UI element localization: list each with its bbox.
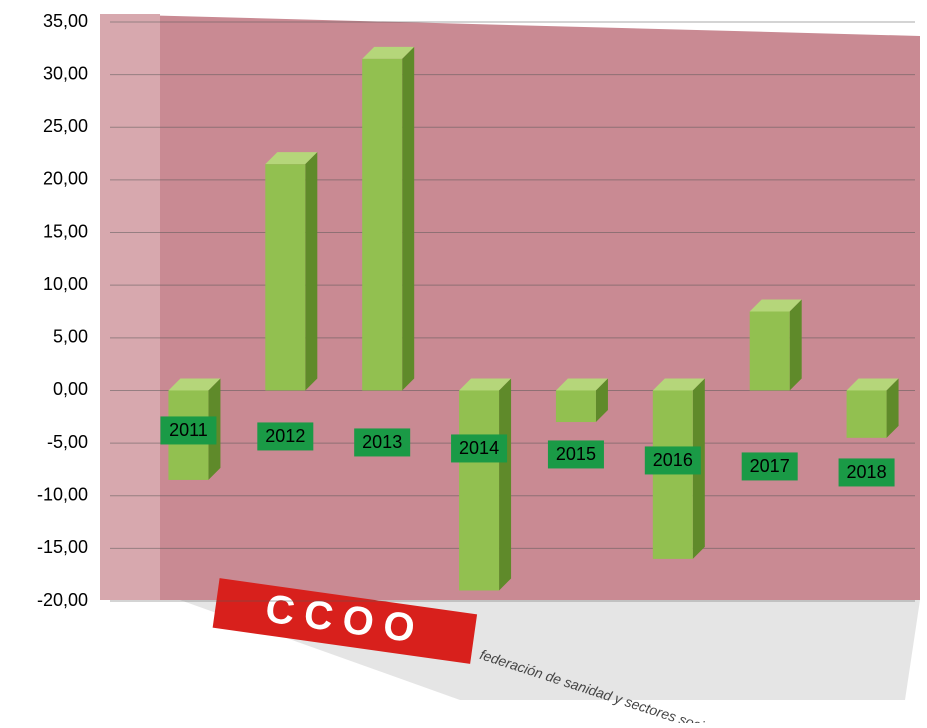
year-label-box <box>451 434 508 463</box>
x-tick-label: 2016 <box>653 450 693 470</box>
y-tick-label: 30,00 <box>43 63 88 83</box>
bar <box>555 378 608 423</box>
x-tick-label: 2012 <box>265 426 305 446</box>
bar-side <box>305 152 318 391</box>
bar <box>749 299 802 391</box>
logo-box <box>212 578 478 664</box>
side-wall <box>100 14 160 600</box>
bar-front <box>362 58 403 391</box>
x-tick-label: 2013 <box>362 432 402 452</box>
bar-side <box>499 378 512 591</box>
y-tick-label: 10,00 <box>43 274 88 294</box>
bar-front <box>265 164 306 391</box>
year-label-box <box>257 422 314 451</box>
year-label-box <box>838 458 895 487</box>
y-tick-label: -20,00 <box>37 590 88 610</box>
x-tick-label: 2018 <box>847 462 887 482</box>
bar <box>459 378 512 591</box>
y-tick-label: 5,00 <box>53 327 88 347</box>
x-tick-label: 2014 <box>459 438 499 458</box>
year-label-box <box>354 428 411 457</box>
bar-side <box>402 46 415 391</box>
year-label-box <box>547 440 604 469</box>
bar <box>265 152 318 391</box>
x-tick-label: 2011 <box>169 420 208 440</box>
bar-top <box>846 378 899 391</box>
bar-top <box>362 46 415 59</box>
y-tick-label: 25,00 <box>43 116 88 136</box>
x-tick-label: 2017 <box>750 456 790 476</box>
y-tick-label: -5,00 <box>47 432 88 452</box>
bar-front <box>652 390 693 559</box>
year-label-box <box>741 452 798 481</box>
bar-top <box>168 378 221 391</box>
bar-front <box>459 390 500 591</box>
y-tick-label: 15,00 <box>43 221 88 241</box>
bar-top <box>265 152 318 165</box>
bar-top <box>652 378 705 391</box>
bar-front <box>555 390 596 423</box>
bar-top <box>459 378 512 391</box>
bar-front <box>749 311 790 391</box>
bar-front <box>846 390 887 438</box>
bar-top <box>555 378 608 391</box>
bar-side <box>595 378 608 423</box>
y-tick-label: -15,00 <box>37 537 88 557</box>
year-label-box <box>644 446 701 475</box>
y-tick-label: -10,00 <box>37 484 88 504</box>
bar <box>362 46 415 391</box>
bar-top <box>749 299 802 312</box>
y-tick-label: 35,00 <box>43 11 88 31</box>
bar-side <box>886 378 899 438</box>
bar-side <box>789 299 802 391</box>
y-tick-label: 0,00 <box>53 379 88 399</box>
bar <box>846 378 899 438</box>
x-tick-label: 2015 <box>556 444 596 464</box>
y-tick-label: 20,00 <box>43 169 88 189</box>
year-label-box <box>160 416 217 445</box>
